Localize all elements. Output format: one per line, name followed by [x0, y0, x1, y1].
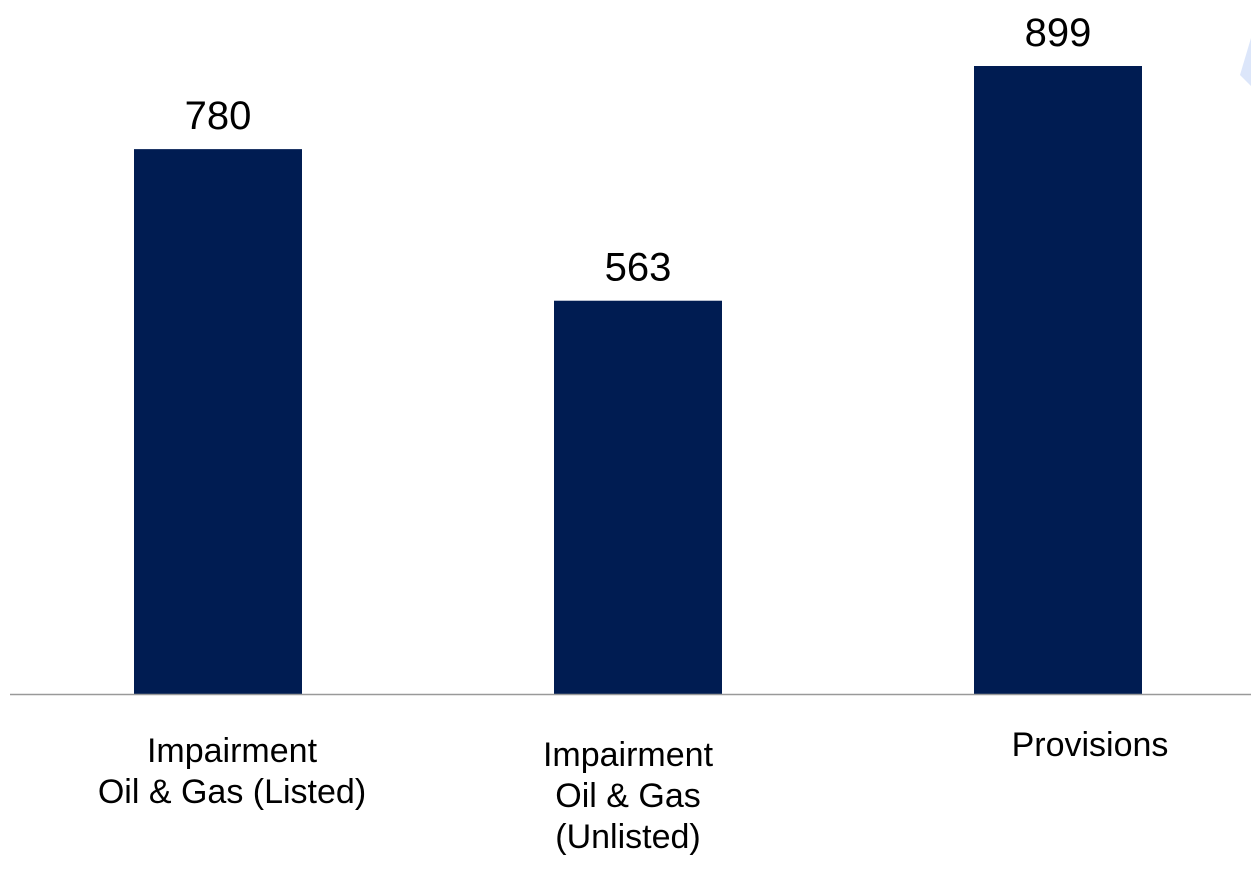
bars-group	[134, 66, 1142, 694]
category-label: Oil & Gas (Listed)	[98, 773, 366, 811]
corner-accent-shape	[1240, 38, 1251, 86]
data-label: 899	[1025, 11, 1092, 55]
data-label: 563	[605, 246, 672, 290]
category-label: Provisions	[1012, 726, 1169, 764]
category-label: (Unlisted)	[555, 818, 700, 856]
category-label: Impairment	[543, 736, 714, 774]
category-label: Impairment	[147, 732, 318, 770]
category-label: Oil & Gas	[555, 777, 700, 815]
bar	[554, 300, 722, 694]
data-label: 780	[185, 94, 252, 138]
bar	[974, 66, 1142, 694]
bar	[134, 149, 302, 694]
